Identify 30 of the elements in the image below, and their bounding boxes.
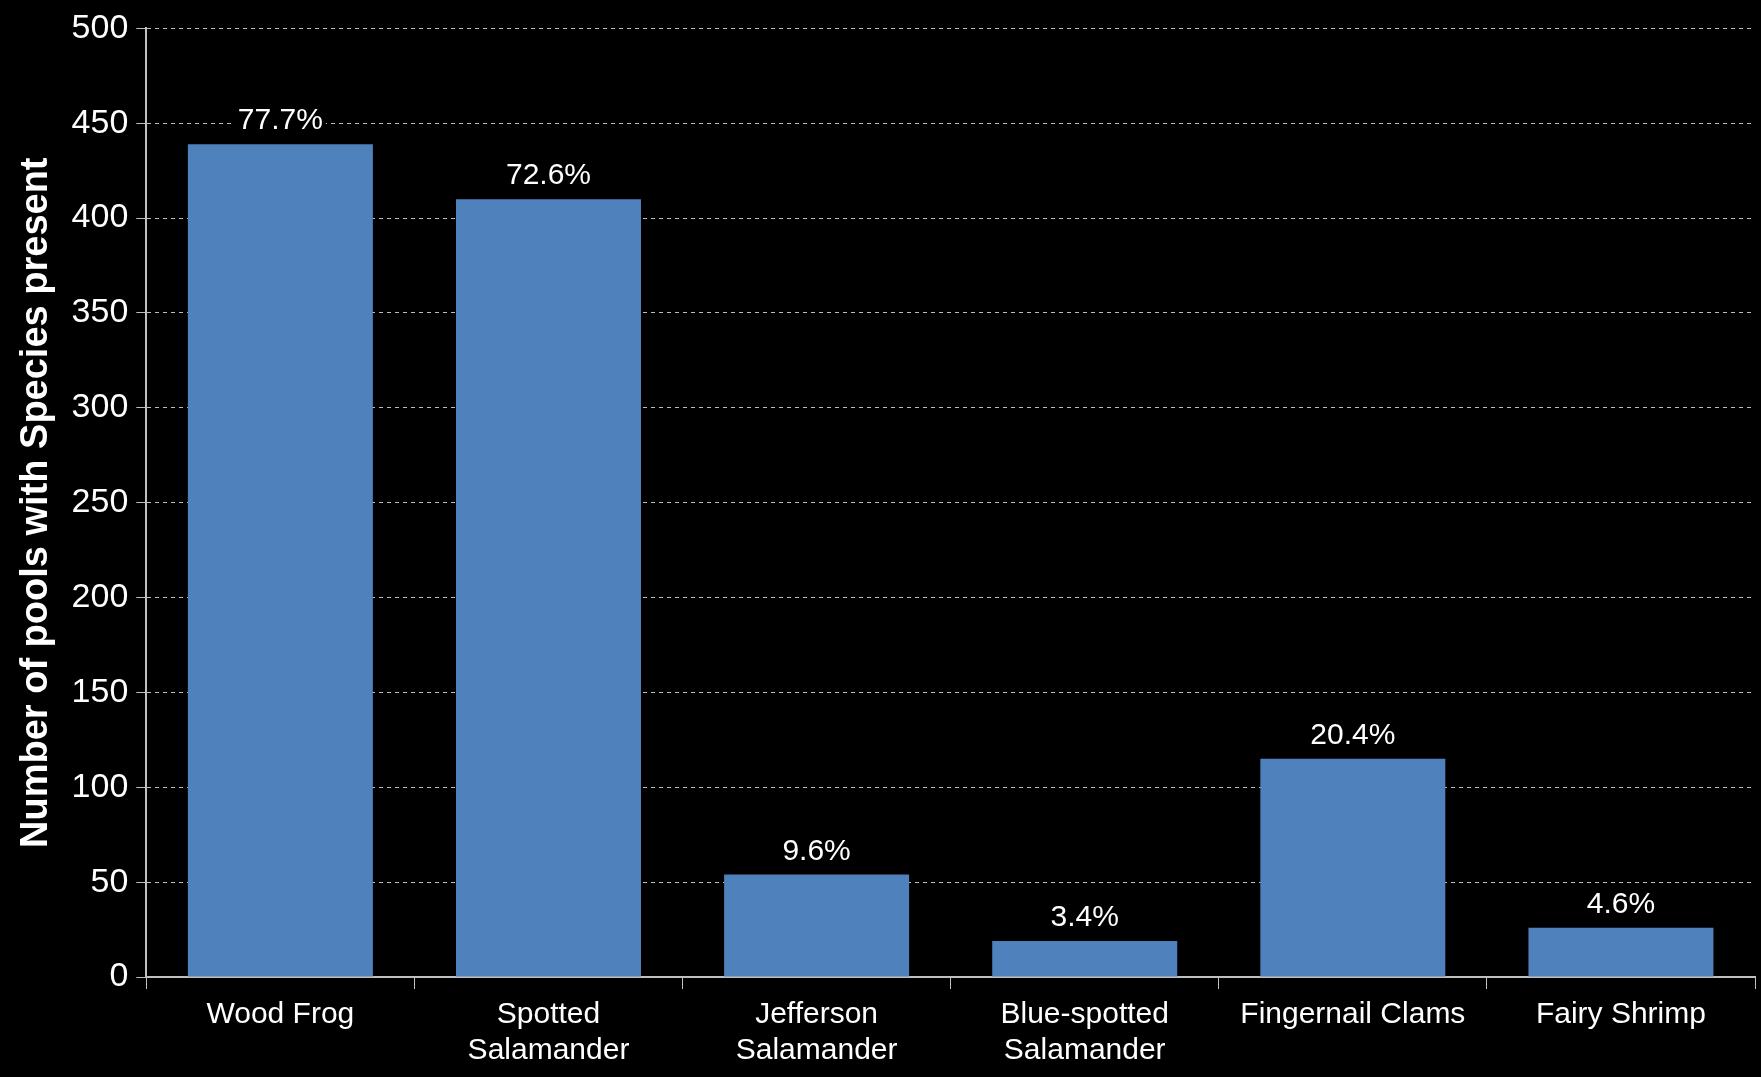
y-tick-label: 50 [90, 860, 129, 899]
annotation: 20.4% [1310, 717, 1396, 751]
y-tick-label: 300 [71, 386, 129, 425]
y-tick-label: 0 [109, 955, 129, 994]
bar [187, 144, 373, 977]
y-tick-label: 450 [71, 101, 129, 140]
y-tick-label: 150 [71, 670, 129, 709]
y-tick-label: 200 [71, 575, 129, 614]
y-tick-label: 500 [71, 6, 129, 45]
annotation: 9.6% [782, 832, 851, 866]
bar [992, 940, 1178, 977]
x-tick-label: Fingernail Clams [1240, 996, 1466, 1030]
bar [456, 199, 641, 977]
y-axis-title: Number of pools with Species present [13, 157, 56, 848]
bar [1528, 927, 1714, 977]
annotation: 3.4% [1050, 899, 1119, 933]
bar [724, 874, 910, 977]
x-tick-label: Spotted Salamander [467, 996, 630, 1066]
y-tick-label: 100 [71, 765, 129, 804]
annotation: 4.6% [1586, 885, 1656, 919]
x-tick-label: Jefferson Salamander [735, 996, 898, 1066]
bar [1260, 758, 1446, 977]
annotation: 72.6% [505, 157, 592, 191]
y-tick-label: 400 [71, 196, 129, 235]
y-tick-label: 350 [71, 291, 129, 330]
annotation: 77.7% [237, 102, 323, 136]
x-tick-label: Blue-spotted Salamander [1000, 996, 1169, 1066]
y-tick-label: 250 [71, 481, 129, 520]
x-tick-label: Fairy Shrimp [1535, 996, 1706, 1030]
x-tick-label: Wood Frog [206, 996, 355, 1030]
